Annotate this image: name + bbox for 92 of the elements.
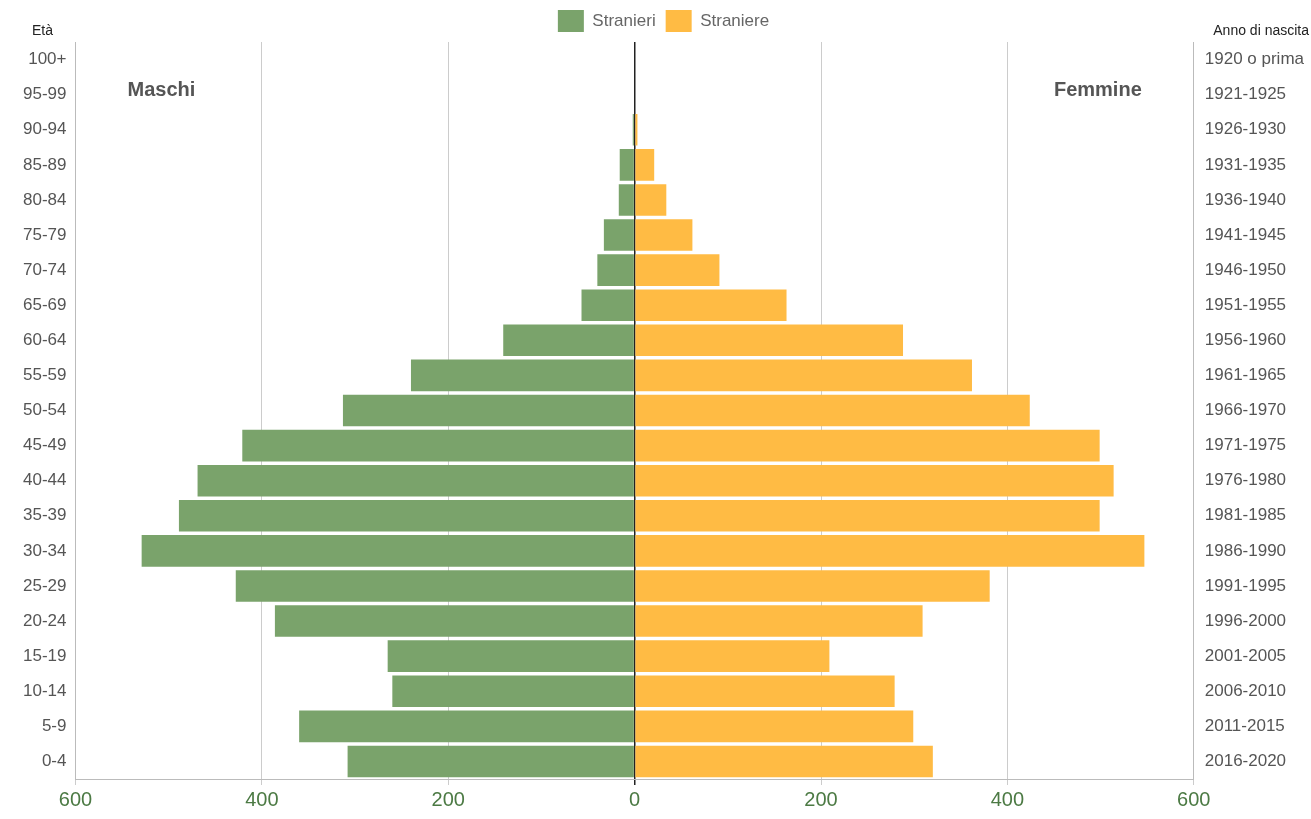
- bar: [274, 605, 634, 637]
- y-tick-label: 70-74: [23, 259, 67, 279]
- y-tick-label: 5-9: [41, 716, 67, 736]
- y2-axis-title: Anno di nascita: [1213, 21, 1310, 38]
- y-tick-label: 100+: [28, 49, 67, 69]
- bar: [635, 394, 1030, 427]
- bar: [635, 324, 904, 357]
- y-tick-label: 45-49: [23, 435, 67, 455]
- bar: [618, 184, 634, 216]
- bar: [635, 359, 972, 392]
- bar: [635, 289, 787, 322]
- bar: [635, 254, 720, 286]
- y2-tick-label: 1926-1930: [1204, 119, 1287, 139]
- bar: [299, 710, 634, 743]
- y2-tick-label: 2016-2020: [1204, 751, 1287, 771]
- bar: [619, 149, 634, 181]
- bar: [635, 605, 923, 637]
- y2-tick-label: 1946-1950: [1204, 259, 1287, 279]
- x-tick-label: 200: [804, 787, 838, 810]
- y-tick-label: 30-34: [23, 540, 67, 560]
- y-tick-label: 35-39: [23, 505, 67, 525]
- bar: [342, 394, 634, 427]
- annotation: Femmine: [1053, 77, 1142, 100]
- y2-tick-label: 1951-1955: [1204, 294, 1287, 314]
- bar: [635, 675, 895, 708]
- y2-tick-label: 1961-1965: [1204, 365, 1287, 385]
- bar: [347, 745, 634, 778]
- y2-tick-label: 2001-2005: [1204, 645, 1287, 665]
- y2-tick-label: 1996-2000: [1204, 610, 1287, 630]
- y2-tick-label: 2011-2015: [1204, 716, 1285, 736]
- bar: [635, 113, 638, 146]
- y-tick-label: 60-64: [23, 330, 67, 349]
- bar: [410, 359, 634, 392]
- y2-tick-label: 2006-2010: [1204, 680, 1287, 700]
- y2-tick-label: 1976-1980: [1204, 470, 1287, 490]
- bar: [178, 499, 634, 532]
- y2-tick-label: 1931-1935: [1204, 154, 1287, 174]
- y-tick-label: 75-79: [23, 224, 67, 244]
- y2-tick-label: 1956-1960: [1204, 330, 1287, 349]
- y2-tick-label: 1936-1940: [1204, 189, 1287, 209]
- bar: [603, 219, 634, 251]
- bar: [581, 289, 634, 322]
- x-tick-label: 600: [1177, 787, 1211, 810]
- legend-label: Stranieri: [592, 10, 656, 30]
- x-tick-label: 200: [431, 787, 465, 810]
- y-tick-label: 15-19: [23, 645, 67, 665]
- x-tick-label: 400: [245, 787, 279, 810]
- y2-tick-label: 1966-1970: [1204, 400, 1287, 420]
- y-tick-label: 65-69: [23, 294, 67, 314]
- y-tick-label: 80-84: [23, 189, 67, 209]
- y2-tick-label: 1986-1990: [1204, 540, 1287, 560]
- bar: [635, 429, 1100, 462]
- x-tick-label: 400: [990, 787, 1025, 810]
- bar: [635, 535, 1145, 567]
- y-axis-title: Età: [32, 21, 54, 38]
- y2-tick-label: 1971-1975: [1204, 435, 1287, 455]
- annotation: Maschi: [127, 77, 196, 100]
- y-tick-label: 0-4: [41, 751, 67, 771]
- x-tick-label: 0: [629, 787, 641, 810]
- bar: [242, 429, 634, 462]
- y-tick-label: 85-89: [23, 154, 67, 174]
- x-tick-label: 600: [58, 787, 93, 810]
- bar: [635, 745, 933, 778]
- y2-tick-label: 1981-1985: [1204, 505, 1287, 525]
- bar: [392, 675, 634, 708]
- y-tick-label: 55-59: [23, 365, 67, 385]
- y-tick-label: 20-24: [23, 610, 67, 630]
- bar: [635, 640, 830, 672]
- bar: [503, 324, 634, 357]
- y2-tick-label: 1941-1945: [1204, 224, 1287, 244]
- bar: [235, 570, 634, 602]
- y-tick-label: 95-99: [23, 84, 67, 104]
- bar: [387, 640, 634, 672]
- y2-tick-label: 1921-1925: [1204, 84, 1287, 104]
- bar: [635, 219, 693, 251]
- bar: [635, 149, 655, 181]
- y-tick-label: 50-54: [23, 400, 67, 420]
- y-tick-label: 10-14: [23, 680, 67, 700]
- y-tick-label: 25-29: [23, 575, 67, 595]
- y2-tick-label: 1920 o prima: [1204, 49, 1305, 69]
- legend-label: Straniere: [700, 10, 770, 30]
- y2-tick-label: 1991-1995: [1204, 575, 1287, 595]
- y-tick-label: 90-94: [23, 119, 67, 139]
- bar: [635, 710, 914, 743]
- bar: [635, 464, 1114, 497]
- bar: [197, 464, 634, 497]
- bar: [635, 499, 1100, 532]
- y-tick-label: 40-44: [23, 470, 67, 490]
- bar: [141, 535, 634, 567]
- bar: [635, 184, 667, 216]
- bar: [597, 254, 634, 286]
- bar: [635, 570, 990, 602]
